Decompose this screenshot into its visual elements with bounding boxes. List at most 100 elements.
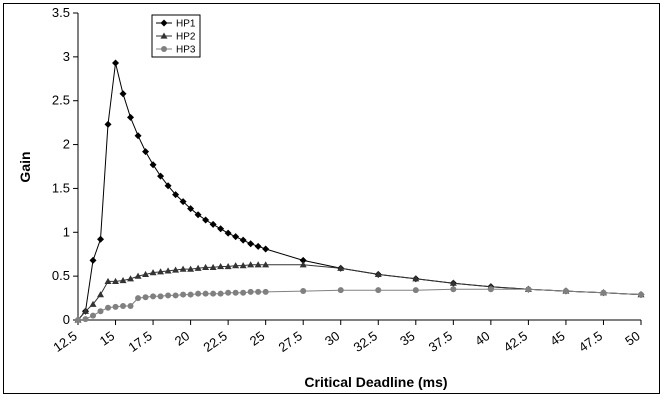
data-point-hp1 xyxy=(97,235,105,243)
data-point-hp2 xyxy=(299,261,307,268)
data-point-hp1 xyxy=(262,245,270,253)
x-tick-label: 20 xyxy=(172,328,192,349)
data-point-hp3 xyxy=(97,308,104,315)
data-point-hp2 xyxy=(97,291,105,298)
data-point-hp2 xyxy=(164,267,172,274)
legend-label: HP3 xyxy=(176,45,196,56)
data-point-hp1 xyxy=(112,59,120,67)
y-axis-title: Gain xyxy=(17,151,33,182)
data-point-hp2 xyxy=(187,265,195,272)
data-point-hp3 xyxy=(142,294,149,301)
legend-entry-hp3: HP3 xyxy=(156,45,196,56)
data-point-hp2 xyxy=(262,261,270,268)
data-point-hp3 xyxy=(262,288,269,295)
data-point-hp2 xyxy=(104,277,112,285)
y-tick-label: 3.5 xyxy=(52,5,70,20)
y-tick-label: 2 xyxy=(63,137,70,152)
data-point-hp1 xyxy=(172,191,180,199)
data-point-hp2 xyxy=(194,264,202,271)
data-point-hp1 xyxy=(187,205,195,213)
x-tick-label: 17.5 xyxy=(125,328,154,355)
data-point-hp2 xyxy=(337,264,345,271)
x-tick-label: 32.5 xyxy=(351,328,380,355)
x-tick-label: 42.5 xyxy=(501,328,530,355)
data-point-hp2 xyxy=(134,272,142,279)
data-point-hp3 xyxy=(90,312,97,319)
x-tick-label: 35 xyxy=(397,328,417,349)
data-point-hp3 xyxy=(75,317,81,323)
data-point-hp3 xyxy=(300,288,307,295)
data-point-hp2 xyxy=(224,262,232,270)
chart-frame xyxy=(3,3,660,394)
data-point-hp3 xyxy=(375,287,382,294)
legend: HP1 HP2 HP3 xyxy=(151,14,201,58)
data-point-hp3 xyxy=(127,302,134,309)
data-point-hp3 xyxy=(82,316,89,323)
data-point-hp2 xyxy=(449,279,457,286)
y-tick-label: 1 xyxy=(63,224,70,239)
data-point-hp2 xyxy=(149,269,157,276)
data-point-hp1 xyxy=(134,132,142,140)
data-point-hp1 xyxy=(119,90,127,98)
y-tick-label: 0.5 xyxy=(52,268,70,283)
data-point-hp3 xyxy=(562,288,569,295)
axes: 00.511.522.533.512.5 15 17.5 20 22.5 25 27.5 30… xyxy=(50,5,642,355)
data-point-hp2 xyxy=(209,263,217,270)
x-tick-label: 25 xyxy=(247,328,267,349)
data-point-hp3 xyxy=(202,290,209,297)
data-point-hp3 xyxy=(172,292,179,299)
data-point-hp3 xyxy=(112,303,119,310)
data-point-hp1 xyxy=(232,233,240,241)
data-point-hp2 xyxy=(254,261,262,268)
series-line-hp1 xyxy=(77,62,642,321)
data-point-hp2 xyxy=(239,262,247,269)
series-line-hp3 xyxy=(77,288,642,321)
y-tick-label: 2.5 xyxy=(52,93,70,108)
data-point-hp2 xyxy=(89,300,97,307)
data-point-hp1 xyxy=(164,182,172,190)
data-point-hp1 xyxy=(209,220,217,228)
data-point-hp2 xyxy=(142,270,150,278)
data-point-hp2 xyxy=(112,277,120,285)
x-axis-title: Critical Deadline (ms) xyxy=(304,374,447,390)
data-point-hp1 xyxy=(239,236,247,244)
data-point-hp3 xyxy=(187,291,194,298)
data-point-hp1 xyxy=(217,225,225,233)
data-point-hp3 xyxy=(638,291,644,298)
data-point-hp1 xyxy=(202,216,210,224)
data-point-hp1 xyxy=(149,161,157,169)
series-hp2 xyxy=(74,261,645,323)
legend-marker xyxy=(160,19,168,27)
x-tick-label: 30 xyxy=(322,328,342,349)
data-point-hp2 xyxy=(82,307,90,314)
data-point-hp2 xyxy=(119,277,127,284)
data-point-hp1 xyxy=(142,148,150,156)
x-tick-label: 45 xyxy=(547,328,567,349)
data-point-hp3 xyxy=(240,289,247,296)
data-point-hp3 xyxy=(120,302,127,309)
data-point-hp3 xyxy=(105,304,112,311)
series-hp1 xyxy=(74,59,645,324)
data-point-hp3 xyxy=(210,290,217,297)
legend-label: HP2 xyxy=(176,32,196,43)
data-point-hp3 xyxy=(232,289,239,296)
data-point-hp3 xyxy=(255,288,262,295)
legend-entry-hp2: HP2 xyxy=(156,32,196,43)
data-point-hp2 xyxy=(127,275,135,282)
data-point-hp1 xyxy=(179,198,187,206)
data-point-hp3 xyxy=(195,290,202,297)
data-point-hp3 xyxy=(337,287,344,294)
data-point-hp2 xyxy=(157,268,165,275)
data-point-hp3 xyxy=(525,286,532,293)
x-tick-label: 50 xyxy=(622,328,642,349)
y-tick-label: 1.5 xyxy=(52,180,70,195)
x-tick-label: 40 xyxy=(472,328,492,349)
data-point-hp3 xyxy=(600,289,607,296)
data-point-hp3 xyxy=(247,288,254,295)
y-tick-label: 3 xyxy=(63,49,70,64)
x-tick-label: 27.5 xyxy=(276,328,305,355)
x-tick-label: 22.5 xyxy=(201,328,230,355)
data-point-hp2 xyxy=(412,275,420,282)
data-point-hp1 xyxy=(104,120,112,128)
